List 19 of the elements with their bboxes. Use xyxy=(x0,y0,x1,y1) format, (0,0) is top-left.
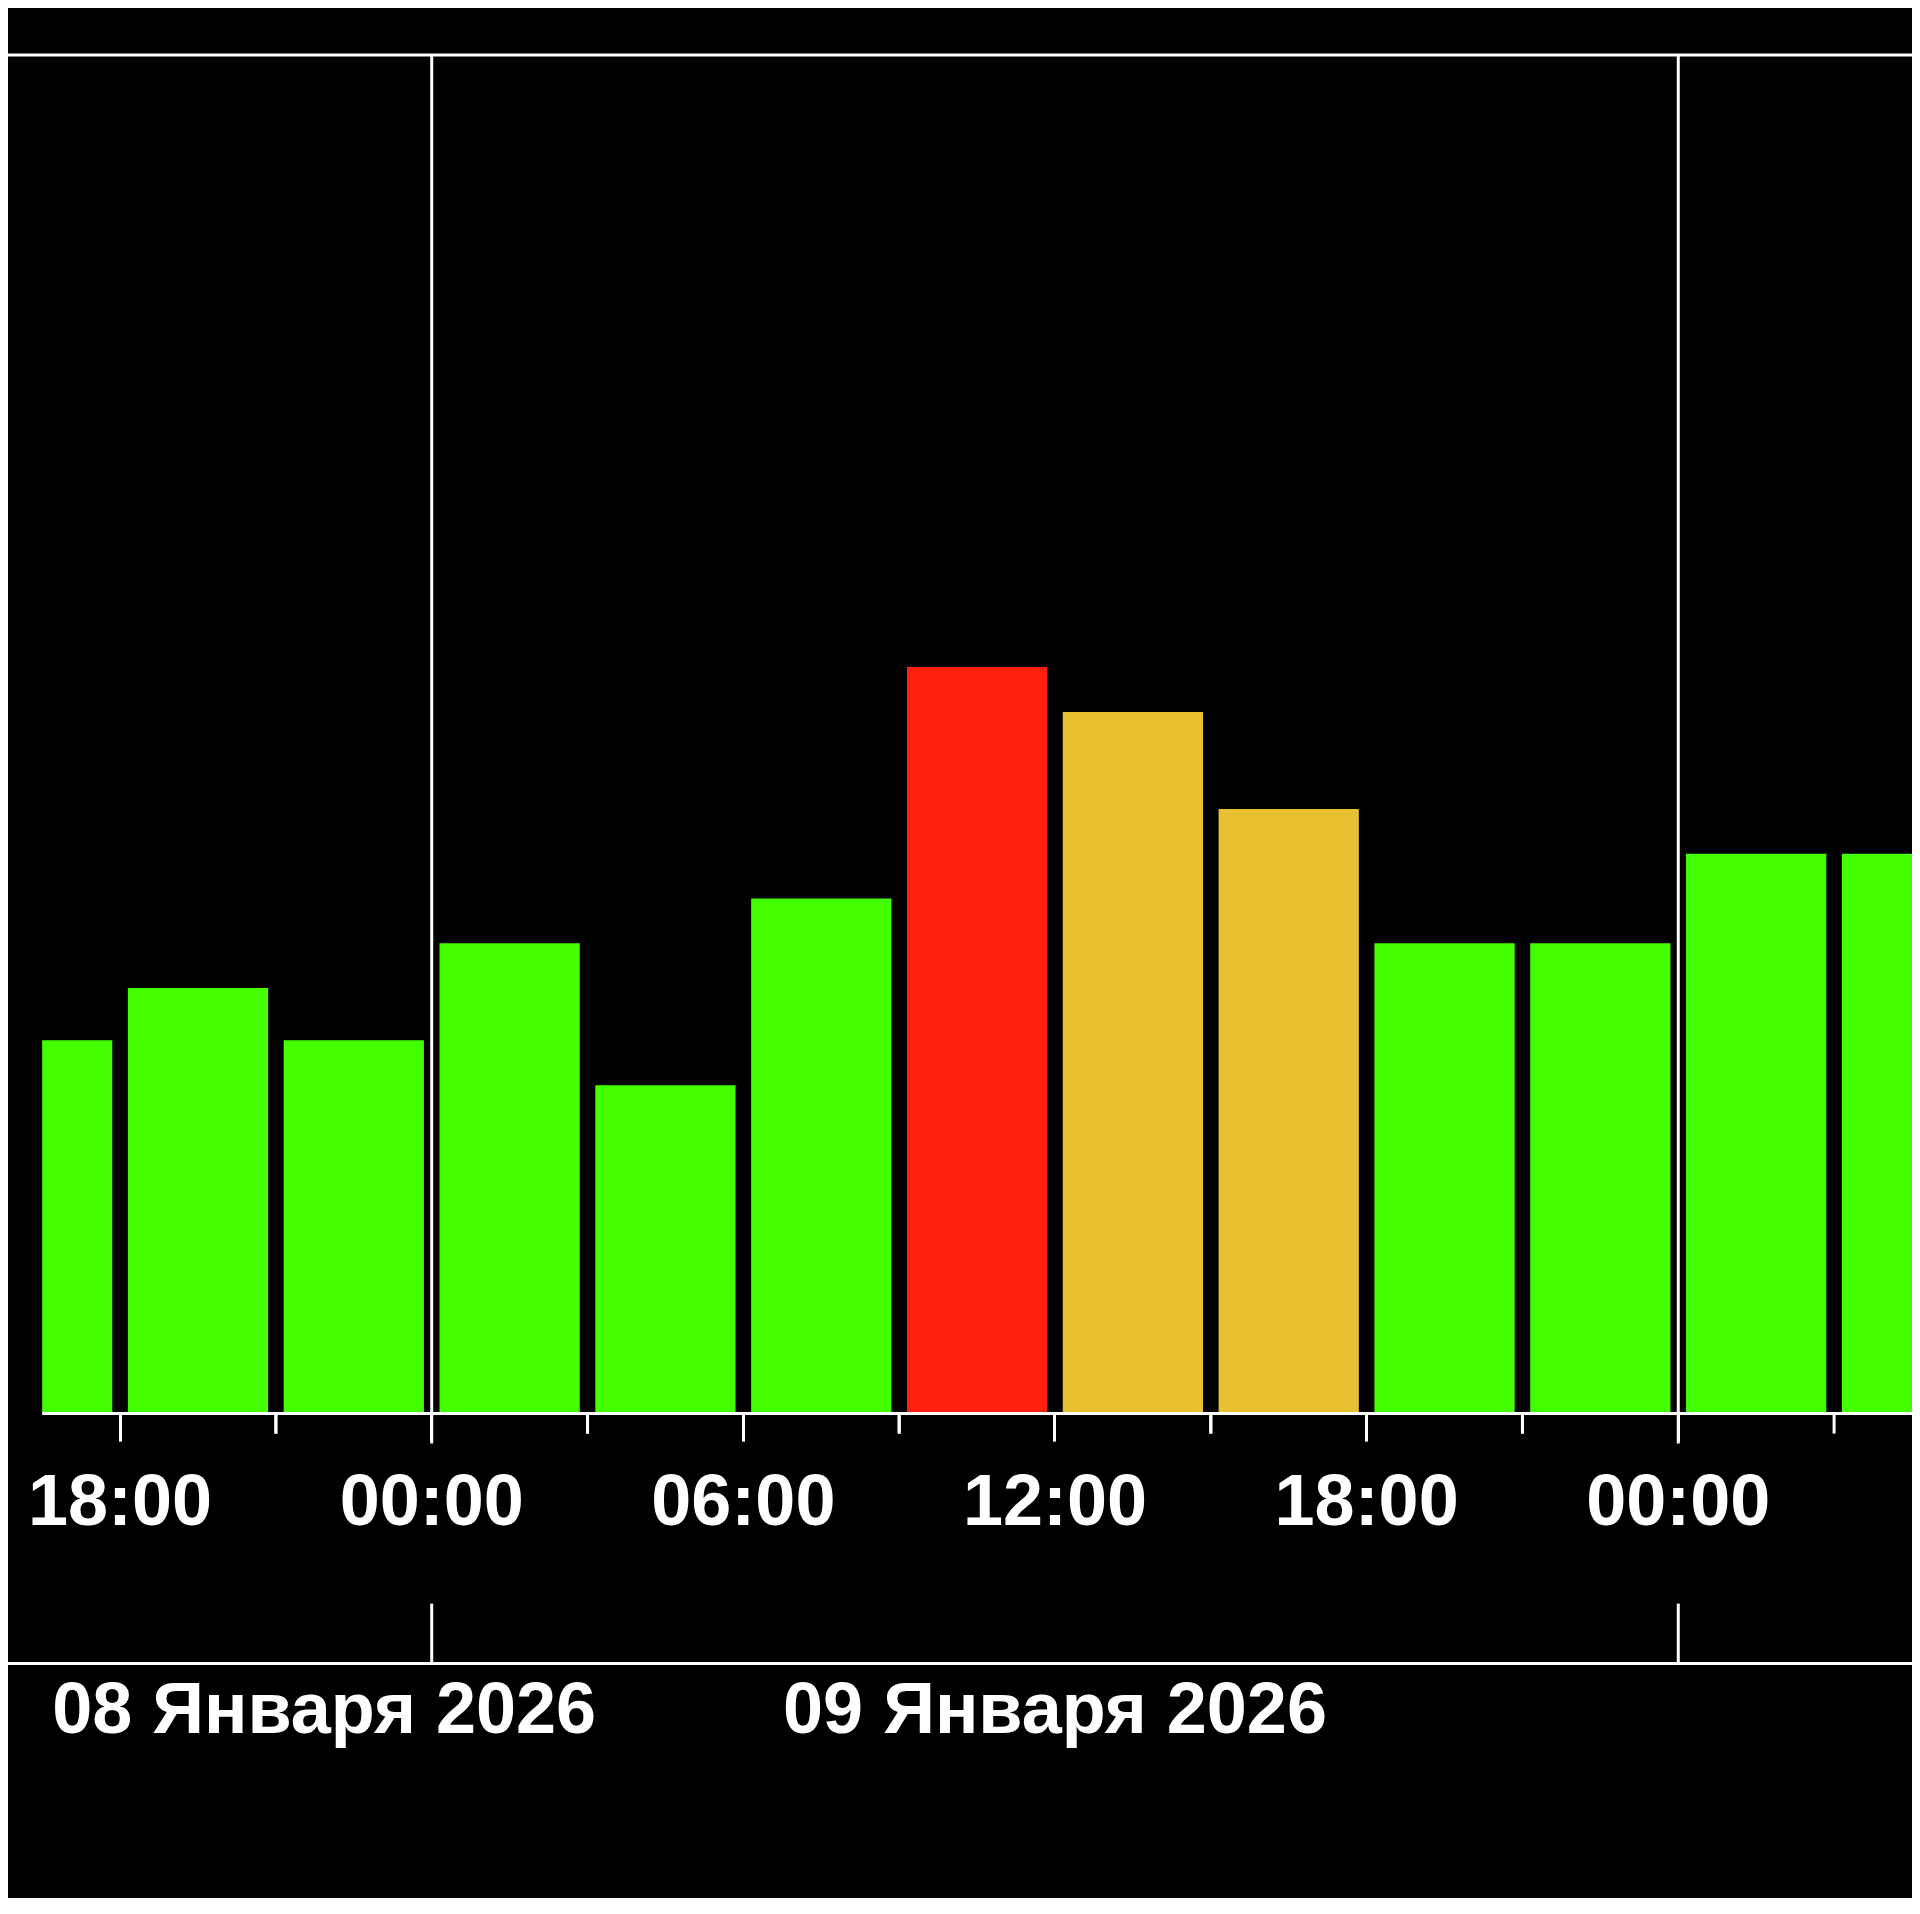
bar xyxy=(1686,853,1827,1414)
bar xyxy=(127,988,269,1414)
bar xyxy=(751,898,892,1414)
bar xyxy=(283,1040,424,1414)
x-tick-label: 00:00 xyxy=(1586,1459,1771,1540)
x-tick-label: 18:00 xyxy=(1274,1459,1459,1540)
bar xyxy=(906,667,1048,1414)
x-tick-label: 06:00 xyxy=(651,1459,836,1540)
x-tick-label: 12:00 xyxy=(962,1459,1148,1540)
text: 09 Января 2026 xyxy=(783,1668,1327,1749)
bar xyxy=(1374,943,1515,1414)
bar xyxy=(1062,711,1204,1414)
bar xyxy=(1530,943,1671,1414)
text: 08 Января 2026 xyxy=(52,1668,597,1749)
bar xyxy=(439,943,580,1414)
bar xyxy=(1218,808,1359,1414)
x-tick-label: 00:00 xyxy=(339,1459,524,1540)
bar xyxy=(595,1085,736,1414)
x-tick-label: 18:00 xyxy=(28,1459,213,1540)
